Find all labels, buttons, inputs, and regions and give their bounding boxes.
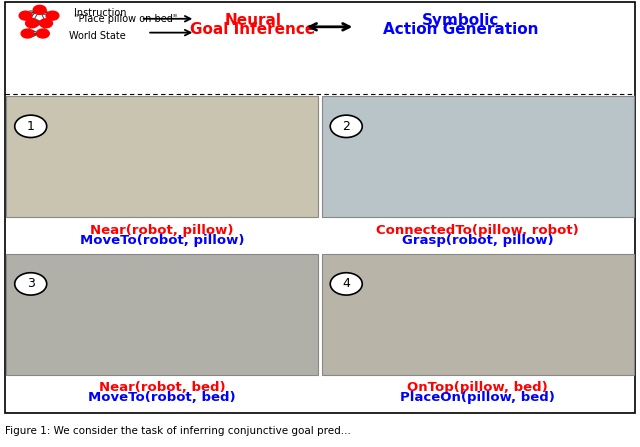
Circle shape (36, 29, 49, 38)
FancyBboxPatch shape (322, 254, 634, 375)
Text: Instruction: Instruction (74, 8, 126, 18)
Circle shape (330, 273, 362, 295)
Text: 3: 3 (27, 278, 35, 291)
Circle shape (26, 19, 38, 28)
Circle shape (15, 115, 47, 138)
Text: MoveTo(robot, pillow): MoveTo(robot, pillow) (80, 234, 244, 247)
FancyBboxPatch shape (6, 254, 318, 375)
Text: World State: World State (69, 31, 126, 41)
Text: Near(robot, bed): Near(robot, bed) (99, 381, 225, 395)
FancyBboxPatch shape (322, 96, 634, 217)
Text: PlaceOn(pillow, bed): PlaceOn(pillow, bed) (401, 391, 555, 405)
Circle shape (19, 11, 32, 20)
Text: 4: 4 (342, 278, 350, 291)
Circle shape (40, 19, 52, 28)
Text: OnTop(pillow, bed): OnTop(pillow, bed) (408, 381, 548, 395)
Text: "Place pillow on bed": "Place pillow on bed" (74, 14, 177, 24)
Text: Action Generation: Action Generation (383, 22, 538, 38)
FancyBboxPatch shape (5, 2, 635, 413)
Circle shape (46, 11, 59, 20)
Text: Goal Inference: Goal Inference (190, 22, 316, 38)
Text: Grasp(robot, pillow): Grasp(robot, pillow) (402, 234, 554, 247)
FancyBboxPatch shape (6, 96, 318, 217)
Text: Near(robot, pillow): Near(robot, pillow) (90, 224, 234, 237)
Text: MoveTo(robot, bed): MoveTo(robot, bed) (88, 391, 236, 405)
Text: Figure 1: We consider the task of inferring conjunctive goal pred...: Figure 1: We consider the task of inferr… (5, 426, 351, 436)
Text: Neural: Neural (224, 13, 282, 28)
Text: 2: 2 (342, 120, 350, 133)
Circle shape (330, 115, 362, 138)
Text: ConnectedTo(pillow, robot): ConnectedTo(pillow, robot) (376, 224, 579, 237)
Circle shape (15, 273, 47, 295)
Text: Symbolic: Symbolic (422, 13, 499, 28)
Circle shape (33, 5, 46, 14)
Text: 1: 1 (27, 120, 35, 133)
Circle shape (21, 29, 34, 38)
